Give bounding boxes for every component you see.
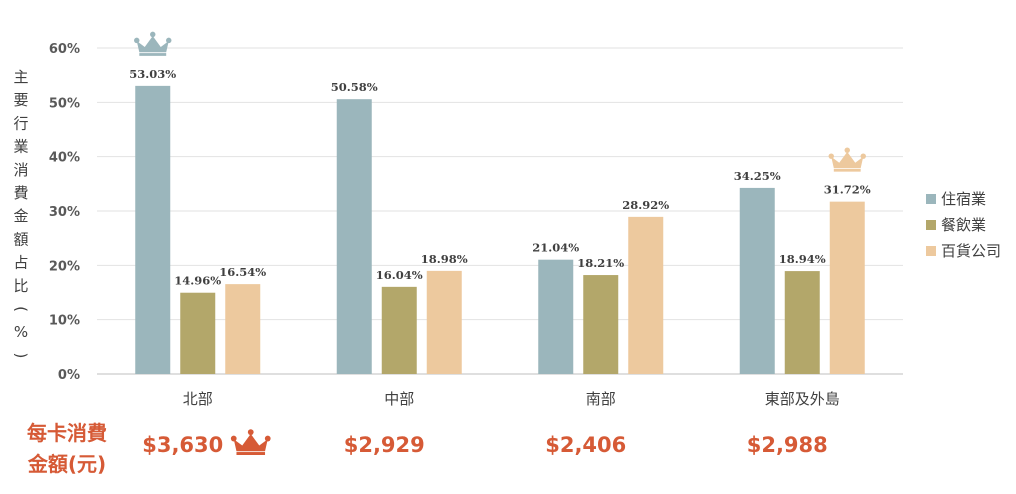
per-card-crown-icon-jewel	[264, 435, 271, 442]
y-axis-label-char: 行	[13, 114, 28, 132]
crowns	[134, 31, 866, 172]
x-tick-label: 中部	[384, 390, 414, 408]
y-axis-label-char: 消	[13, 161, 28, 179]
legend-label: 百貨公司	[941, 242, 1001, 260]
crown-icon-jewel	[828, 153, 834, 159]
per-card-label-line1: 每卡消費	[27, 421, 107, 445]
y-axis-label-char: 額	[13, 230, 28, 248]
bar-value-label: 18.98%	[421, 252, 468, 266]
bar-value-label: 18.21%	[577, 256, 624, 270]
per-card-crown-icon-jewel	[247, 429, 254, 436]
bar-value-label: 14.96%	[174, 274, 221, 288]
bar	[336, 99, 372, 374]
bar	[225, 284, 261, 374]
bar-value-label: 50.58%	[331, 80, 378, 94]
legend-label: 餐飲業	[941, 216, 986, 234]
y-tick-label: 0%	[58, 368, 80, 383]
y-tick-label: 30%	[49, 205, 80, 220]
crown-icon-jewel	[150, 31, 156, 38]
crown-icon-jewel	[860, 153, 866, 159]
bar	[135, 85, 171, 374]
y-tick-label: 20%	[49, 259, 80, 274]
bar	[784, 271, 820, 374]
bar	[583, 275, 619, 374]
bar	[829, 201, 865, 374]
legend-swatch	[926, 194, 936, 204]
y-axis-label-char: 占	[13, 254, 28, 272]
per-card-crown-icon-base	[236, 452, 266, 455]
crown-icon-base	[833, 168, 861, 172]
per-card-crown-icon-body	[233, 433, 268, 452]
crown-icon	[134, 31, 172, 56]
crown-icon-jewel	[134, 37, 140, 44]
bar-value-labels: 53.03% 50.58% 21.04% 34.25% 14.96% 16.04% 18.2…	[129, 67, 871, 288]
y-tick-label: 10%	[49, 314, 80, 329]
per-card-crown-icon-jewel	[230, 435, 237, 442]
bar	[426, 270, 462, 374]
y-tick-label: 60%	[49, 42, 80, 57]
bar	[381, 286, 417, 374]
bar-value-label: 34.25%	[734, 169, 781, 183]
y-axis-ticks: 0% 10% 20% 30% 40% 50% 60%	[49, 42, 80, 383]
y-axis-label-char: 要	[13, 91, 28, 109]
y-axis-label-char: 比	[13, 277, 28, 295]
crown-icon-base	[139, 53, 167, 56]
x-axis-ticks: 北部 中部 南部 東部及外島	[183, 390, 840, 408]
bar-value-label: 28.92%	[622, 198, 669, 212]
bar-value-label: 21.04%	[532, 241, 579, 255]
bar-value-label: 16.54%	[219, 265, 266, 279]
per-card-value: $3,630	[142, 433, 223, 457]
bars	[135, 85, 865, 374]
per-card-value: $2,988	[747, 433, 828, 457]
bar	[538, 259, 574, 374]
y-axis-label-char: )	[12, 352, 30, 358]
crown-icon-body	[136, 36, 169, 53]
legend-swatch	[926, 246, 936, 256]
y-axis-label-char: 業	[13, 138, 28, 156]
x-tick-label: 北部	[183, 390, 213, 408]
bar-value-label: 18.94%	[779, 252, 826, 266]
crown-icon-jewel	[166, 37, 172, 44]
per-card-label-line2: 金額(元)	[27, 452, 106, 476]
legend-swatch	[926, 220, 936, 230]
y-axis-label-char: %	[14, 323, 28, 341]
crown-icon	[828, 147, 866, 172]
per-card-value: $2,929	[344, 433, 425, 457]
y-axis-label-char: 費	[13, 184, 28, 202]
bar-value-label: 53.03%	[129, 67, 176, 81]
legend-label: 住宿業	[941, 190, 986, 208]
bar	[180, 292, 216, 374]
y-axis-label-char: 主	[13, 68, 28, 86]
crown-icon-body	[831, 151, 864, 169]
y-tick-label: 50%	[49, 96, 80, 111]
crown-icon-jewel	[844, 147, 850, 153]
y-axis-label-char: (	[12, 306, 30, 312]
gridlines	[97, 47, 903, 375]
y-tick-label: 40%	[49, 151, 80, 166]
bar-value-label: 31.72%	[824, 183, 871, 197]
x-tick-label: 東部及外島	[765, 390, 840, 408]
bar-value-label: 16.04%	[376, 268, 423, 282]
bar	[628, 216, 664, 374]
bar	[739, 187, 775, 374]
y-axis-label-char: 金	[13, 207, 28, 225]
x-tick-label: 南部	[586, 390, 616, 408]
per-card-spending: 每卡消費 金額(元) $3,630 $2,929 $2,406 $2,988	[27, 421, 828, 476]
per-card-crown-icon	[230, 429, 271, 455]
per-card-value: $2,406	[545, 433, 626, 457]
